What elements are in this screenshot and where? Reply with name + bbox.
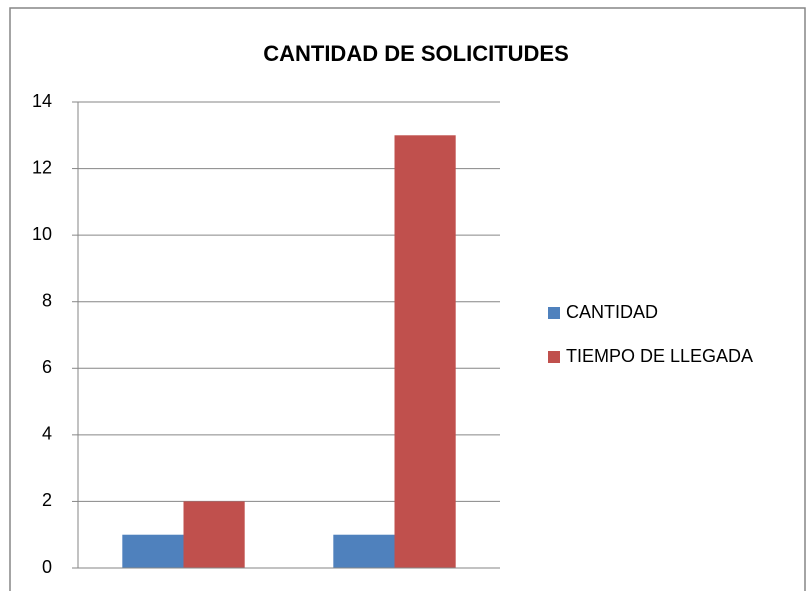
bar: [333, 534, 395, 568]
legend-label: TIEMPO DE LLEGADA: [566, 346, 753, 366]
y-tick-label: 2: [42, 490, 52, 510]
legend-swatch: [548, 351, 560, 363]
bar: [394, 135, 456, 569]
y-tick-label: 0: [42, 557, 52, 577]
y-tick-label: 10: [32, 224, 52, 244]
y-tick-label: 14: [32, 91, 52, 111]
chart-title: CANTIDAD DE SOLICITUDES: [263, 41, 569, 66]
y-tick-label: 8: [42, 290, 52, 310]
bar: [122, 534, 184, 568]
y-tick-label: 6: [42, 357, 52, 377]
legend-swatch: [548, 307, 560, 319]
legend-label: CANTIDAD: [566, 302, 658, 322]
bar: [183, 501, 245, 568]
y-tick-label: 12: [32, 157, 52, 177]
y-tick-label: 4: [42, 424, 52, 444]
